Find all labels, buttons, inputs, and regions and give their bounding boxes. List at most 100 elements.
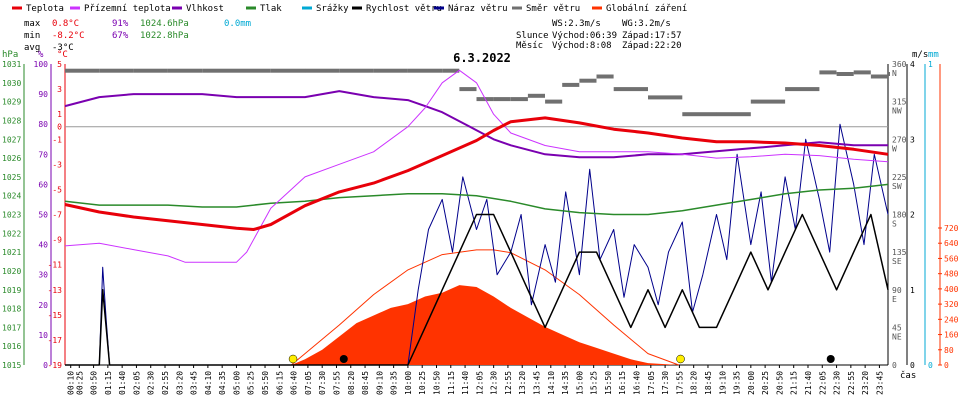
x-tick-label: 02:30 xyxy=(147,371,156,395)
wind-dir-mark xyxy=(785,87,820,92)
tick-hpa: 1018 xyxy=(2,305,21,314)
stat-min-press: 1022.8hPa xyxy=(140,31,189,41)
tick-degc: 1 xyxy=(57,110,62,119)
tick-hpa: 1030 xyxy=(2,79,21,88)
x-tick-label: 13:45 xyxy=(533,371,542,395)
stat-max-hum: 91% xyxy=(112,19,129,29)
tick-wm2: 320 xyxy=(944,300,959,309)
x-tick-label: 10:50 xyxy=(432,371,441,395)
stat-max-label: max xyxy=(24,19,41,29)
stat-avg-label: avg xyxy=(24,43,40,53)
moonrise-marker xyxy=(339,355,348,363)
wind-dir-mark xyxy=(562,82,580,87)
tick-degc: 5 xyxy=(57,60,62,69)
tick-wm2: 0 xyxy=(944,361,949,370)
x-tick-label: 18:45 xyxy=(704,371,713,395)
stat-min-label: min xyxy=(24,31,40,41)
info-block: WS:2.3m/s WG:3.2m/s Slunce Východ:06:39 … xyxy=(516,19,682,51)
tick-dir: 225 xyxy=(892,173,907,182)
tick-dir: SW xyxy=(892,182,902,191)
tick-hpa: 1024 xyxy=(2,192,21,201)
info-mesic: Měsíc xyxy=(516,41,543,51)
legend-item: Globální záření xyxy=(606,4,687,14)
wind-dir-mark xyxy=(596,74,614,79)
tick-degc: -7 xyxy=(52,211,62,220)
sunset-marker xyxy=(676,354,685,364)
tick-wm2: 720 xyxy=(944,224,959,233)
x-tick-label: 06:15 xyxy=(275,371,284,395)
tick-degc: -1 xyxy=(52,135,62,144)
x-tick-label: 12:30 xyxy=(490,371,499,395)
wind-dir-mark xyxy=(648,95,683,100)
tick-dir: 315 xyxy=(892,98,907,107)
axis-hpa-label: hPa xyxy=(2,50,18,60)
axis-ticks: 1031103010291028102710261025102410231022… xyxy=(2,60,959,370)
tick-hpa: 1020 xyxy=(2,267,21,276)
wind-dir-mark xyxy=(888,72,890,76)
x-tick-label: 05:00 xyxy=(232,371,241,395)
axis-mm-label: mm xyxy=(928,50,939,60)
x-tick-label: 02:05 xyxy=(132,371,141,395)
x-tick-label: 20:50 xyxy=(775,371,784,395)
tick-degc: -19 xyxy=(48,361,63,370)
stat-max-press: 1024.6hPa xyxy=(140,19,189,29)
tick-hpa: 1026 xyxy=(2,154,21,163)
wind-dir-mark xyxy=(545,99,563,104)
tick-dir: NE xyxy=(892,332,902,341)
legend-item: Rychlost větru xyxy=(366,4,442,14)
tick-dir: E xyxy=(892,295,897,304)
x-tick-label: 23:20 xyxy=(861,371,870,395)
x-tick-label: 02:55 xyxy=(161,371,170,395)
tick-degc: -15 xyxy=(48,311,63,320)
x-tick-label: 22:05 xyxy=(818,371,827,395)
tick-degc: -5 xyxy=(52,185,62,194)
series-teplota xyxy=(64,116,889,231)
tick-ms: 0 xyxy=(910,361,915,370)
tick-ms: 2 xyxy=(910,211,915,220)
info-wg: WG:3.2m/s xyxy=(622,19,671,29)
x-tick-label: 05:25 xyxy=(247,371,256,395)
tick-degc: -9 xyxy=(52,236,62,245)
wind-dir-mark xyxy=(373,68,408,73)
wind-dir-mark xyxy=(459,87,477,92)
x-tick-label: 11:40 xyxy=(461,371,470,395)
tick-pct: 0 xyxy=(43,361,48,370)
x-tick-label: 15:50 xyxy=(604,371,613,395)
moonset-marker xyxy=(826,355,835,363)
tick-dir: 45 xyxy=(892,323,902,332)
x-tick-label: 16:15 xyxy=(618,371,627,395)
tick-degc: -17 xyxy=(48,336,63,345)
wind-dir-mark xyxy=(750,99,786,104)
x-tick-label: 21:40 xyxy=(804,371,813,395)
tick-hpa: 1028 xyxy=(2,116,21,125)
tick-degc: -11 xyxy=(48,261,63,270)
x-tick-label: 20:25 xyxy=(761,371,770,395)
wind-dir-mark xyxy=(99,68,134,73)
x-axis-label: čas xyxy=(900,370,916,381)
chart-title: 6.3.2022 xyxy=(453,51,511,65)
tick-ms: 4 xyxy=(910,60,915,69)
x-tick-label: 12:05 xyxy=(475,371,484,395)
x-tick-label: 13:20 xyxy=(518,371,527,395)
wind-dir-mark xyxy=(407,68,443,73)
tick-ms: 1 xyxy=(910,286,915,295)
tick-degc: 3 xyxy=(57,85,62,94)
tick-pct: 50 xyxy=(38,211,48,220)
tick-wm2: 160 xyxy=(944,331,959,340)
x-tick-label: 21:15 xyxy=(790,371,799,395)
tick-dir: SE xyxy=(892,257,902,266)
stat-avg-temp: -3°C xyxy=(52,43,74,53)
tick-dir: NW xyxy=(892,107,902,116)
info-slunce-zapad: Západ:17:57 xyxy=(622,31,682,41)
x-tick-label: 19:10 xyxy=(718,371,727,395)
tick-hpa: 1029 xyxy=(2,98,21,107)
tick-dir: S xyxy=(892,220,897,229)
tick-wm2: 240 xyxy=(944,315,959,324)
x-tick-label: 00:25 xyxy=(75,371,84,395)
x-tick-label: 09:10 xyxy=(375,371,384,395)
info-mesic-vychod: Východ:8:08 xyxy=(552,41,612,51)
info-slunce: Slunce xyxy=(516,31,549,41)
x-tick-label: 01:15 xyxy=(104,371,113,395)
x-tick-label: 12:55 xyxy=(504,371,513,395)
